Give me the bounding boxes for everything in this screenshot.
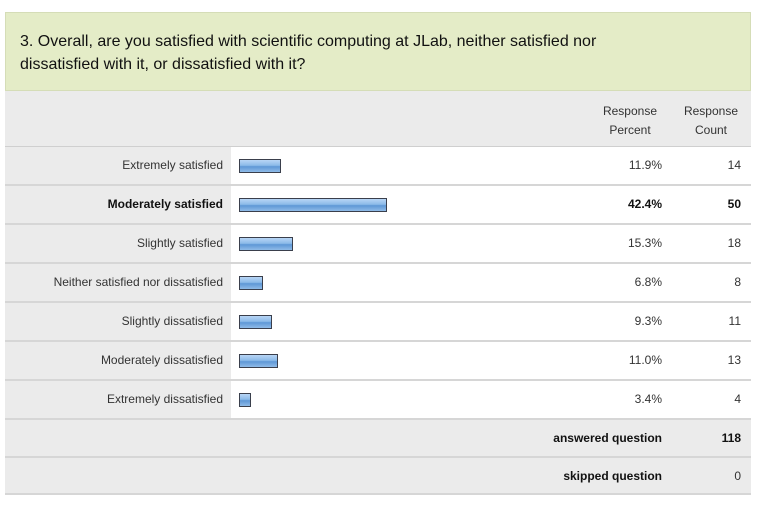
- response-percent-header-line2: Percent: [609, 123, 651, 137]
- response-count: 11: [728, 314, 741, 328]
- response-count: 13: [727, 353, 741, 367]
- answer-row-body: [231, 147, 751, 184]
- answer-row: Slightly satisfied 15.3% 18: [5, 225, 751, 264]
- question-text-line1: 3. Overall, are you satisfied with scien…: [20, 33, 597, 50]
- response-percent: 3.4%: [634, 392, 662, 406]
- percent-bar: [239, 159, 281, 173]
- answer-row-body: [231, 381, 751, 418]
- answer-label: Moderately satisfied: [5, 186, 231, 223]
- percent-bar: [239, 393, 251, 407]
- response-percent: 15.3%: [627, 236, 662, 250]
- response-count: 18: [727, 236, 741, 250]
- answer-label: Moderately dissatisfied: [5, 342, 231, 379]
- response-count-header: Response Count: [675, 102, 747, 140]
- question-header: 3. Overall, are you satisfied with scien…: [5, 12, 751, 91]
- answer-label: Extremely dissatisfied: [5, 381, 231, 418]
- answer-row: Moderately dissatisfied 11.0% 13: [5, 342, 751, 381]
- answered-question-row: answered question 118: [5, 420, 751, 458]
- answer-row: Extremely satisfied 11.9% 14: [5, 147, 751, 186]
- response-percent-header-line1: Response: [602, 104, 658, 118]
- answer-row-body: [231, 303, 751, 340]
- response-count: 50: [727, 197, 741, 211]
- survey-question-table: 3. Overall, are you satisfied with scien…: [5, 12, 751, 495]
- percent-bar-track: [239, 159, 589, 173]
- answer-row: Slightly dissatisfied 9.3% 11: [5, 303, 751, 342]
- answer-label: Slightly dissatisfied: [5, 303, 231, 340]
- percent-bar-track: [239, 198, 589, 212]
- percent-bar-track: [239, 276, 589, 290]
- response-percent-header: Response Percent: [595, 102, 665, 140]
- response-percent: 11.9%: [628, 158, 662, 172]
- percent-bar-track: [239, 354, 589, 368]
- answer-row-body: [231, 264, 751, 301]
- percent-bar: [239, 198, 387, 212]
- answered-question-value: 118: [721, 431, 741, 445]
- response-percent: 9.3%: [634, 314, 662, 328]
- percent-bar: [239, 237, 293, 251]
- percent-bar: [239, 276, 263, 290]
- answer-label: Neither satisfied nor dissatisfied: [5, 264, 231, 301]
- response-percent: 11.0%: [628, 353, 662, 367]
- response-count-header-line1: Response: [683, 104, 739, 118]
- response-count: 14: [727, 158, 741, 172]
- answer-row: Neither satisfied nor dissatisfied 6.8% 8: [5, 264, 751, 303]
- percent-bar: [239, 315, 272, 329]
- answer-row: Moderately satisfied 42.4% 50: [5, 186, 751, 225]
- percent-bar-track: [239, 315, 589, 329]
- answer-row-body: [231, 186, 751, 223]
- percent-bar: [239, 354, 278, 368]
- response-percent: 6.8%: [634, 275, 662, 289]
- response-percent: 42.4%: [627, 197, 662, 211]
- answer-label: Extremely satisfied: [5, 147, 231, 184]
- answer-label: Slightly satisfied: [5, 225, 231, 262]
- response-count: 4: [734, 392, 741, 406]
- skipped-question-label: skipped question: [563, 469, 662, 483]
- response-count: 8: [734, 275, 741, 289]
- answer-row-body: [231, 225, 751, 262]
- skipped-question-value: 0: [734, 469, 741, 483]
- column-header-row: Response Percent Response Count: [5, 91, 751, 147]
- skipped-question-row: skipped question 0: [5, 458, 751, 495]
- answer-row: Extremely dissatisfied 3.4% 4: [5, 381, 751, 420]
- answered-question-label: answered question: [553, 431, 662, 445]
- question-text-line2: dissatisfied with it, or dissatisfied wi…: [20, 56, 306, 73]
- percent-bar-track: [239, 237, 589, 251]
- answer-row-body: [231, 342, 751, 379]
- response-count-header-line2: Count: [694, 123, 728, 137]
- percent-bar-track: [239, 393, 589, 407]
